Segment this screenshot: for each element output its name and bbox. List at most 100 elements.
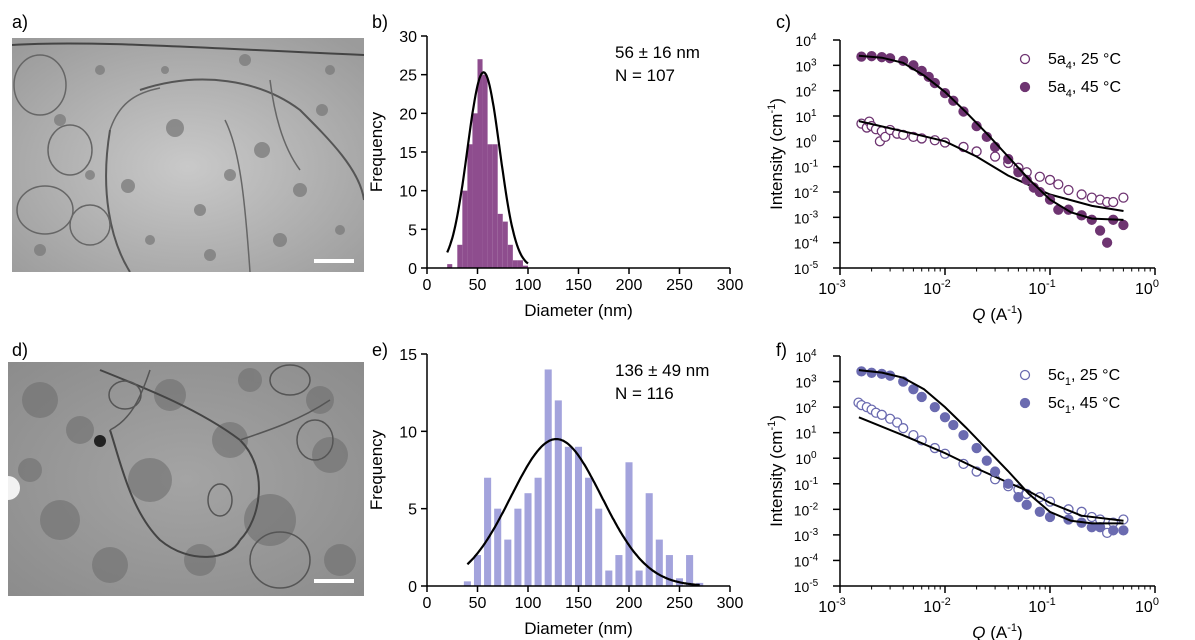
hist-b-x-title: Diameter (nm): [524, 301, 633, 320]
saxs-c-series-0-point: [1053, 179, 1064, 190]
hist-b-y-tick-label: 20: [399, 106, 417, 123]
hist-b-annotation-n: N = 107: [615, 66, 675, 85]
saxs-f-series-0-point: [898, 423, 909, 434]
hist-e-x-tick-label: 200: [616, 595, 643, 612]
saxs-c-y-tick-label: 101: [795, 108, 817, 125]
hist-b-y-tick-label: 15: [399, 145, 417, 162]
hist-e-bar: [514, 508, 522, 586]
panel-label-d: d): [12, 340, 29, 360]
saxs-c-y-tick-label: 102: [795, 83, 817, 100]
saxs-f-series-1-point: [958, 429, 969, 441]
saxs-f-legend-marker-1: [1019, 397, 1031, 409]
saxs-c-series-1-point: [958, 106, 969, 117]
saxs-c-y-tick-label: 10-2: [794, 184, 819, 201]
hist-e-y-tick-label: 10: [399, 424, 417, 441]
saxs-c-series-0-point: [1086, 192, 1097, 203]
saxs-f-x-tick-label: 10-1: [1028, 596, 1056, 616]
hist-b-bar: [457, 244, 463, 268]
hist-b-x-tick-label: 0: [423, 277, 432, 294]
saxs-f-legend-marker-0: [1019, 369, 1031, 381]
saxs-c-legend-label-0: 5a4, 25 °C: [1048, 51, 1121, 72]
saxs-c-x-tick-label: 10-3: [818, 278, 846, 298]
hist-e-y-tick-label: 5: [408, 502, 417, 519]
saxs-f-series-1-point: [916, 391, 927, 403]
saxs-f-x-title: Q (A-1): [972, 622, 1022, 640]
hist-b-bar: [492, 144, 498, 268]
saxs-c-series-1-point: [1101, 237, 1113, 248]
hist-b-x-tick-label: 100: [515, 277, 542, 294]
hist-e-x-tick-label: 250: [666, 595, 693, 612]
hist-e-bar: [595, 508, 603, 586]
hist-b-bar: [517, 260, 523, 268]
hist-e-bar: [655, 539, 663, 586]
saxs-c-series-0-point: [989, 151, 1001, 162]
panel-label-c: c): [776, 12, 791, 32]
saxs-c-series-1-point: [971, 120, 982, 132]
hist-b-fit-line: [446, 71, 529, 265]
saxs-f-y-tick-label: 102: [795, 399, 817, 416]
saxs-f-x-tick-label: 10-3: [818, 596, 846, 616]
hist-b-y-tick-label: 30: [399, 29, 417, 46]
saxs-f-series-1-point: [1118, 525, 1129, 536]
saxs-f-y-title: Intensity (cm-1): [766, 415, 786, 527]
saxs-c-y-tick-label: 10-3: [794, 209, 819, 226]
hist-b-x-tick-label: 50: [469, 277, 487, 294]
saxs-f-y-tick-label: 101: [795, 425, 817, 442]
hist-b-bar: [482, 74, 488, 269]
saxs-f-series-0-point: [876, 409, 887, 420]
hist-e-bar: [615, 555, 623, 586]
hist-e-bar: [463, 581, 471, 586]
saxs-c-legend-label-1: 5a4, 45 °C: [1048, 79, 1121, 100]
hist-e-bar: [574, 446, 583, 586]
hist-e-y-tick-label: 0: [408, 579, 417, 596]
panel-label-e: e): [372, 340, 389, 360]
saxs-f-series-1-point: [908, 384, 919, 395]
hist-b-x-tick-label: 250: [666, 277, 693, 294]
saxs-f-y-tick-label: 10-1: [794, 476, 819, 493]
hist-e-bar: [504, 539, 512, 586]
hist-b-y-tick-label: 25: [399, 68, 417, 85]
hist-e-annotation-n: N = 116: [615, 384, 674, 403]
saxs-c-series-0-point: [1076, 189, 1087, 200]
hist-e-bar: [645, 493, 653, 586]
saxs-f-series-1-point: [981, 455, 992, 466]
hist-e-bar: [534, 477, 542, 586]
saxs-f-y-tick-label: 10-4: [794, 552, 819, 569]
saxs-f-legend-label-1: 5c1, 45 °C: [1048, 395, 1120, 416]
hist-b-annotation-mean: 56 ± 16 nm: [615, 43, 700, 62]
saxs-f-series-1-point: [1021, 499, 1032, 510]
saxs-f-series-1-fit-line: [858, 369, 1124, 525]
panel-label-b: b): [372, 12, 389, 32]
hist-e-bar: [625, 462, 633, 586]
saxs-c-y-title: Intensity (cm-1): [766, 98, 786, 210]
saxs-c-series-0-point: [1108, 196, 1119, 208]
saxs-c-series-0-fit-line: [858, 120, 1124, 212]
hist-e-fit-line: [466, 438, 700, 587]
panel-label-a: a): [12, 12, 29, 32]
hist-e-x-tick-label: 50: [469, 595, 487, 612]
hist-b-y-title: Frequency: [367, 111, 386, 192]
hist-e-bar: [544, 369, 552, 586]
saxs-c-series-1-point: [1118, 219, 1129, 231]
saxs-f-series-1-point: [1003, 478, 1014, 489]
saxs-f-y-tick-label: 104: [795, 348, 817, 365]
hist-e-bar: [554, 400, 562, 586]
hist-e-bar: [494, 508, 502, 586]
saxs-f-y-tick-label: 10-5: [794, 578, 819, 595]
saxs-c-y-tick-label: 10-5: [794, 260, 819, 277]
hist-e-x-tick-label: 100: [515, 595, 542, 612]
hist-e-x-tick-label: 0: [423, 595, 432, 612]
saxs-c-series-1-fit-line: [858, 54, 1124, 221]
saxs-c-series-0-point: [1034, 171, 1045, 182]
saxs-c-series-1-point: [1094, 225, 1106, 236]
hist-b-bar: [502, 221, 508, 268]
hist-b-x-tick-label: 300: [717, 277, 744, 294]
saxs-c-y-tick-label: 103: [795, 57, 817, 74]
hist-b-bar: [467, 144, 473, 268]
hist-b-bar: [497, 213, 503, 268]
saxs-c-x-tick-label: 10-2: [923, 278, 951, 298]
saxs-f-y-tick-label: 10-3: [794, 527, 819, 544]
saxs-f-series-1-point: [948, 419, 959, 431]
saxs-c-series-0-point: [1118, 192, 1129, 203]
